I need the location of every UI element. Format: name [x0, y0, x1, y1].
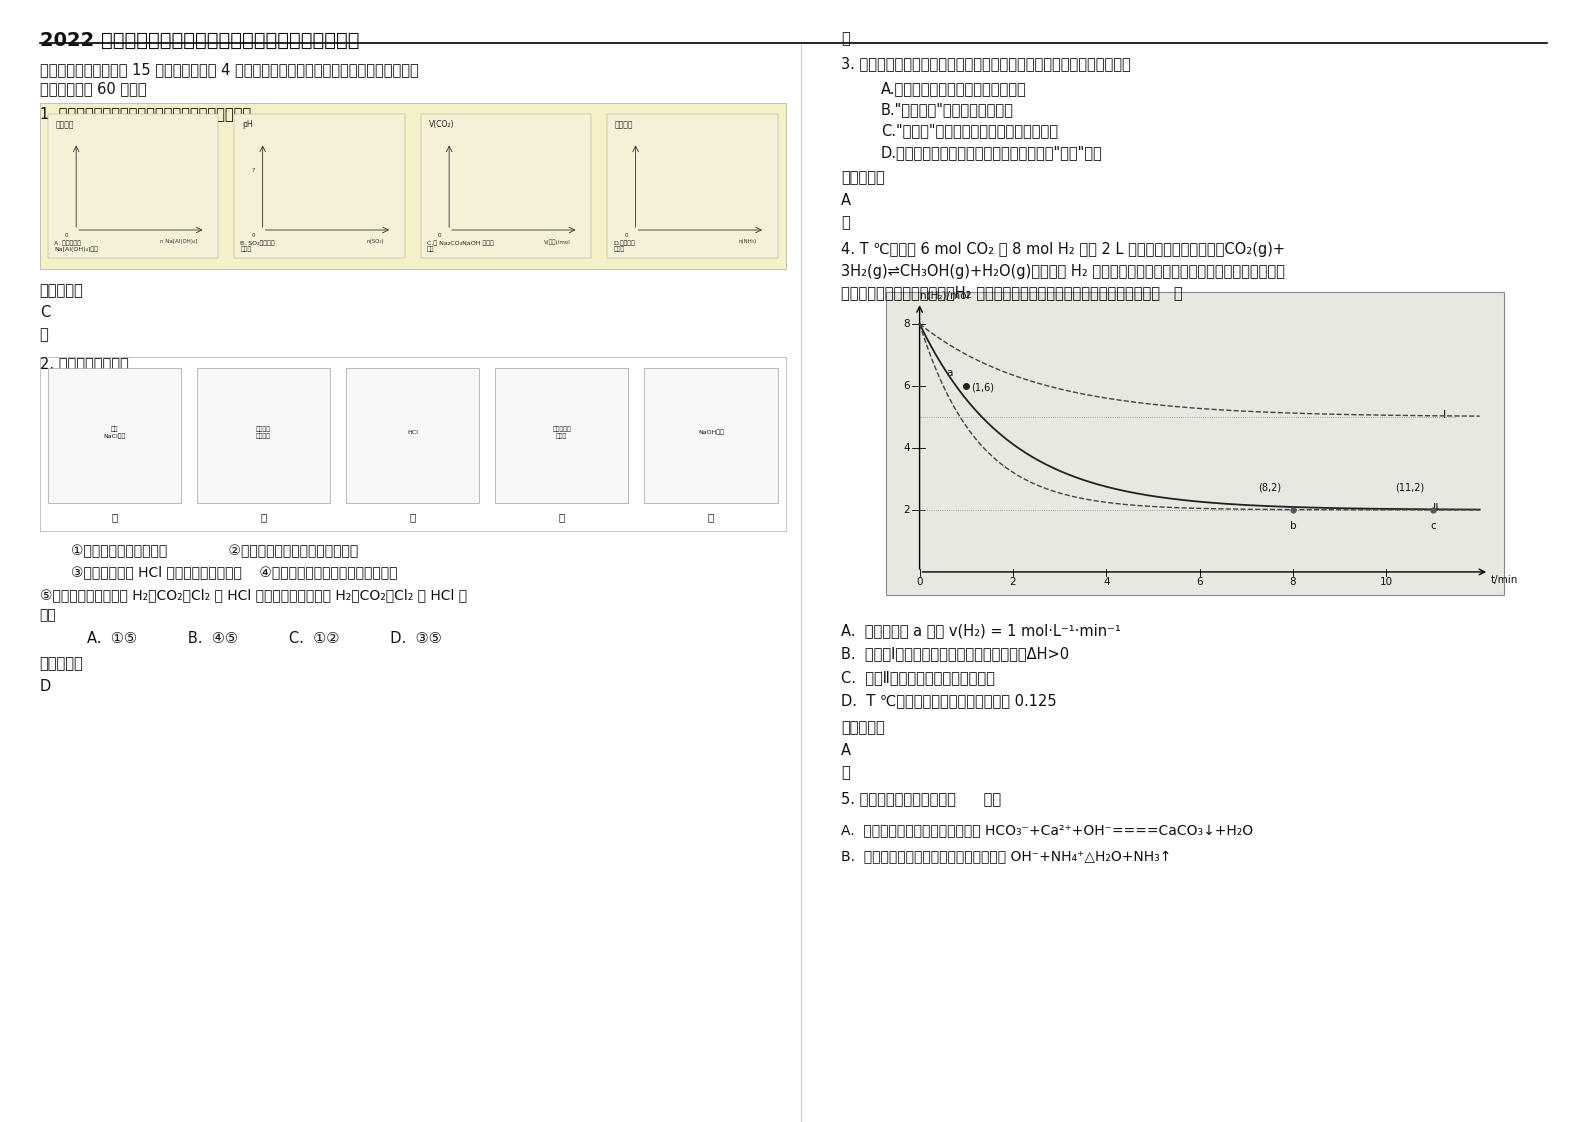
Text: 乙: 乙 — [260, 512, 267, 522]
Text: A.  碳酸氢钠溶液与少量石灰水反应 HCO₃⁻+Ca²⁺+OH⁻====CaCO₃↓+H₂O: A. 碳酸氢钠溶液与少量石灰水反应 HCO₃⁻+Ca²⁺+OH⁻====CaCO… — [841, 825, 1254, 838]
Text: 沉淀质量: 沉淀质量 — [56, 120, 75, 129]
Text: ①装置甲可防止铁钉生锈              ②装置乙可除去乙烯中混有的乙炔: ①装置甲可防止铁钉生锈 ②装置乙可除去乙烯中混有的乙炔 — [71, 544, 359, 558]
FancyBboxPatch shape — [644, 368, 778, 503]
Text: 导电能力: 导电能力 — [616, 120, 633, 129]
Text: V(盐酸)/mol: V(盐酸)/mol — [544, 239, 571, 245]
Text: 2: 2 — [903, 505, 911, 515]
Text: D.氨气通入
稀酸中: D.氨气通入 稀酸中 — [613, 240, 635, 252]
Text: 题目要求，共 60 分。）: 题目要求，共 60 分。） — [40, 81, 146, 95]
Text: B."血液透析"利用了胶体的性质: B."血液透析"利用了胶体的性质 — [881, 102, 1014, 117]
Text: 7: 7 — [251, 168, 254, 173]
Text: (1,6): (1,6) — [971, 383, 993, 393]
Text: 戊: 戊 — [708, 512, 714, 522]
Text: V(CO₂): V(CO₂) — [428, 120, 454, 129]
Text: 略: 略 — [841, 31, 851, 46]
Text: pH: pH — [241, 120, 252, 129]
Text: 6: 6 — [903, 380, 911, 390]
Text: 0: 0 — [65, 233, 68, 238]
Text: b: b — [1290, 521, 1297, 531]
Text: 10: 10 — [1379, 578, 1393, 588]
FancyBboxPatch shape — [40, 357, 786, 531]
Text: n(NH₃): n(NH₃) — [740, 239, 757, 243]
Text: 4: 4 — [1103, 578, 1109, 588]
FancyBboxPatch shape — [235, 114, 405, 258]
Text: 5. 下列离子方程式正确的是      （）: 5. 下列离子方程式正确的是 （） — [841, 791, 1001, 806]
Text: n Na[Al(OH)₄]: n Na[Al(OH)₄] — [160, 239, 198, 243]
FancyBboxPatch shape — [48, 368, 181, 503]
FancyBboxPatch shape — [886, 292, 1504, 595]
Text: 一、单选题（本大题共 15 个小题，每小题 4 分。在每小题给出的四个选项中，只有一项符合: 一、单选题（本大题共 15 个小题，每小题 4 分。在每小题给出的四个选项中，只… — [40, 62, 419, 76]
Text: t/min: t/min — [1490, 574, 1519, 585]
Text: B. SO₂气体通入
溴水中: B. SO₂气体通入 溴水中 — [241, 240, 275, 252]
Text: 4. T ℃时，将 6 mol CO₂ 和 8 mol H₂ 充入 2 L 密闭容器中，发生反应：CO₂(g)+: 4. T ℃时，将 6 mol CO₂ 和 8 mol H₂ 充入 2 L 密闭… — [841, 242, 1285, 257]
FancyBboxPatch shape — [40, 103, 786, 269]
Text: B.  氯化铵与氢氧化钠两种浓溶液混合加热 OH⁻+NH₄⁺△H₂O+NH₃↑: B. 氯化铵与氢氧化钠两种浓溶液混合加热 OH⁻+NH₄⁺△H₂O+NH₃↑ — [841, 850, 1171, 864]
Text: C."地沟油"经过加工处理后可以用来制肥皂: C."地沟油"经过加工处理后可以用来制肥皂 — [881, 123, 1059, 138]
Text: I: I — [1443, 411, 1446, 421]
Text: (8,2): (8,2) — [1258, 482, 1281, 493]
Text: 铁钉
NaCl溶液: 铁钉 NaCl溶液 — [103, 426, 125, 439]
Text: (11,2): (11,2) — [1395, 482, 1424, 493]
FancyBboxPatch shape — [346, 368, 479, 503]
FancyBboxPatch shape — [197, 368, 330, 503]
Text: 1. 下列实验过程中产生的现象与对应的图形正确的是: 1. 下列实验过程中产生的现象与对应的图形正确的是 — [40, 107, 251, 121]
FancyBboxPatch shape — [421, 114, 592, 258]
Text: 体。: 体。 — [40, 608, 57, 622]
Text: ⑤装置戊既可用于收集 H₂、CO₂、Cl₂ 和 HCl 气体，也可用于干燥 H₂、CO₂、Cl₂ 和 HCl 气: ⑤装置戊既可用于收集 H₂、CO₂、Cl₂ 和 HCl 气体，也可用于干燥 H₂… — [40, 588, 467, 601]
Text: 0: 0 — [624, 233, 628, 238]
Text: C.向 Na₂CO₃NaOH 溶液中
逐滴: C.向 Na₂CO₃NaOH 溶液中 逐滴 — [427, 240, 494, 252]
Text: 0: 0 — [916, 578, 922, 588]
Text: A: A — [841, 743, 851, 757]
Text: 8: 8 — [903, 319, 911, 329]
Text: 6: 6 — [1197, 578, 1203, 588]
Text: 甲: 甲 — [111, 512, 117, 522]
Text: 8: 8 — [1290, 578, 1297, 588]
Text: c: c — [1430, 521, 1436, 531]
Text: 略: 略 — [841, 765, 851, 780]
Text: HCl: HCl — [408, 430, 417, 435]
Text: D.  T ℃时，该反应的化学平衡常数为 0.125: D. T ℃时，该反应的化学平衡常数为 0.125 — [841, 693, 1057, 708]
Text: 丙: 丙 — [409, 512, 416, 522]
FancyBboxPatch shape — [48, 114, 219, 258]
Text: 2. 下列叙述正确的是: 2. 下列叙述正确的是 — [40, 356, 129, 370]
Text: A: A — [841, 193, 851, 208]
Text: ③装置丙可验证 HCl 气体在水中的溶解性    ④装置丁可用于实验室制取乙酸乙酯: ③装置丙可验证 HCl 气体在水中的溶解性 ④装置丁可用于实验室制取乙酸乙酯 — [71, 565, 398, 579]
Text: n(SO₂): n(SO₂) — [367, 239, 384, 243]
Text: 4: 4 — [903, 443, 911, 453]
Text: 0: 0 — [438, 233, 441, 238]
Text: 2: 2 — [1009, 578, 1016, 588]
Text: A.  反应开始至 a 点时 v(H₂) = 1 mol·L⁻¹·min⁻¹: A. 反应开始至 a 点时 v(H₂) = 1 mol·L⁻¹·min⁻¹ — [841, 623, 1120, 637]
Text: 参考答案：: 参考答案： — [841, 171, 886, 185]
Text: 参考答案：: 参考答案： — [40, 283, 84, 297]
Text: A.碳纤维是一种新型有机高分子材料: A.碳纤维是一种新型有机高分子材料 — [881, 81, 1027, 95]
Text: 略: 略 — [841, 215, 851, 230]
Text: a: a — [946, 368, 952, 378]
Text: 参考答案：: 参考答案： — [841, 720, 886, 735]
Text: B.  若曲线Ⅰ对应的条件改变是升温，则该反应ΔH>0: B. 若曲线Ⅰ对应的条件改变是升温，则该反应ΔH>0 — [841, 646, 1070, 661]
Text: 0: 0 — [251, 233, 254, 238]
Text: 高锰酸钾
酸性溶液: 高锰酸钾 酸性溶液 — [256, 426, 271, 439]
Text: 略: 略 — [40, 328, 49, 342]
Text: 参考答案：: 参考答案： — [40, 656, 84, 671]
Text: n(H₂)/mol: n(H₂)/mol — [919, 291, 970, 301]
Text: A.  ①⑤           B.  ④⑤           C.  ①②           D.  ③⑤: A. ①⑤ B. ④⑤ C. ①② D. ③⑤ — [87, 631, 443, 645]
Text: 2022 年江西省宜春市宋埠中学高三化学模拟试卷含解析: 2022 年江西省宜春市宋埠中学高三化学模拟试卷含解析 — [40, 31, 359, 50]
Text: 3H₂(g)⇌CH₃OH(g)+H₂O(g)，容器中 H₂ 的物质的量随时间变化如图中实线所示。图中虚线: 3H₂(g)⇌CH₃OH(g)+H₂O(g)，容器中 H₂ 的物质的量随时间变化… — [841, 264, 1285, 278]
Text: 表示仅改变某一反应条件时，H₂ 的物质的量随时间的变化。下列说法正确的是（   ）: 表示仅改变某一反应条件时，H₂ 的物质的量随时间的变化。下列说法正确的是（ ） — [841, 285, 1182, 300]
Text: A. 盐酸中加入
Na[Al(OH)₄]溶液: A. 盐酸中加入 Na[Al(OH)₄]溶液 — [54, 240, 98, 252]
Text: 3. 化学与科学、技术、社会、环境密切相关。下列有关说法中不正确的是: 3. 化学与科学、技术、社会、环境密切相关。下列有关说法中不正确的是 — [841, 56, 1132, 71]
FancyBboxPatch shape — [606, 114, 778, 258]
Text: D: D — [40, 679, 51, 693]
Text: C: C — [40, 305, 49, 320]
FancyBboxPatch shape — [495, 368, 628, 503]
Text: 乙醇、乙酸
浓硫酸: 乙醇、乙酸 浓硫酸 — [552, 426, 571, 439]
Text: 丁: 丁 — [559, 512, 565, 522]
Text: C.  曲线Ⅱ对应的条件改变是降低压强: C. 曲线Ⅱ对应的条件改变是降低压强 — [841, 670, 995, 684]
Text: NaOH溶液: NaOH溶液 — [698, 430, 724, 435]
Text: D.大量使用风能、太阳能、生物质能，符合"低碳"理念: D.大量使用风能、太阳能、生物质能，符合"低碳"理念 — [881, 145, 1103, 159]
Text: II: II — [1433, 504, 1439, 514]
